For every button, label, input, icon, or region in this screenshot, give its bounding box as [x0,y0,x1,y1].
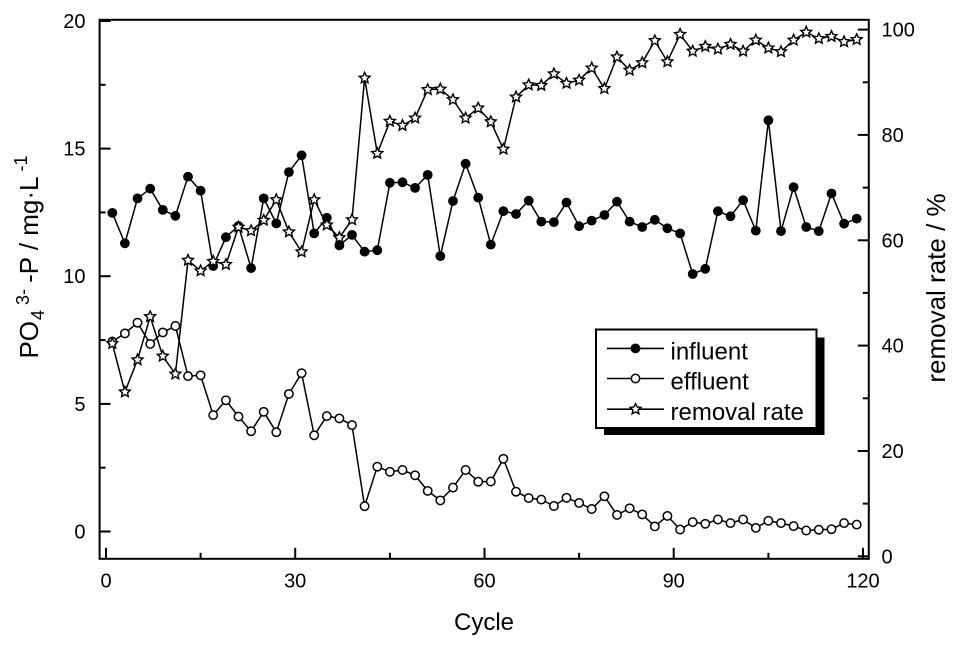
svg-text:80: 80 [882,125,904,147]
svg-text:90: 90 [663,571,685,593]
svg-text:PO43--P / mg·L-1: PO43--P / mg·L-1 [11,155,48,358]
svg-text:40: 40 [882,336,904,358]
svg-text:120: 120 [846,571,879,593]
svg-text:10: 10 [63,266,85,288]
svg-text:60: 60 [473,571,495,593]
svg-text:removal rate: removal rate [671,399,804,426]
svg-text:Cycle: Cycle [454,609,514,636]
svg-text:removal rate / %: removal rate / % [921,193,951,382]
svg-text:20: 20 [882,441,904,463]
svg-text:0: 0 [882,546,893,568]
svg-text:0: 0 [100,571,111,593]
svg-text:5: 5 [74,394,85,416]
svg-text:30: 30 [284,571,306,593]
svg-text:60: 60 [882,230,904,252]
svg-text:influent: influent [671,338,749,365]
svg-text:100: 100 [882,20,915,42]
svg-text:20: 20 [63,11,85,33]
svg-text:effluent: effluent [671,369,750,396]
svg-text:0: 0 [74,522,85,544]
svg-text:15: 15 [63,139,85,161]
